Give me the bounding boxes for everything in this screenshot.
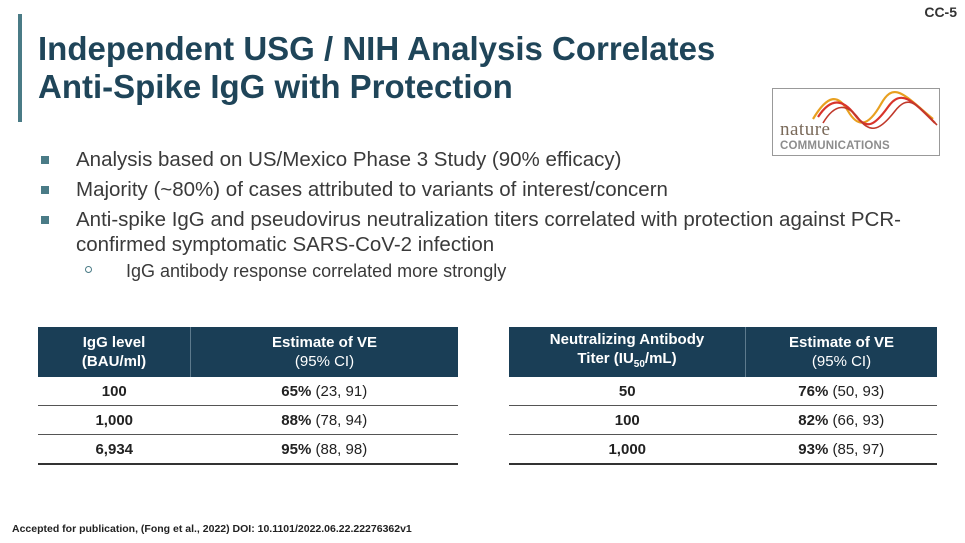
square-bullet-icon (41, 156, 49, 164)
table-row: 100 65% (23, 91) (38, 377, 458, 406)
square-bullet-icon (41, 186, 49, 194)
bullet-item: Anti-spike IgG and pseudovirus neutraliz… (40, 207, 920, 257)
table-header-ve: Estimate of VE (95% CI) (190, 327, 458, 377)
bullet-list: Analysis based on US/Mexico Phase 3 Stud… (40, 147, 920, 282)
citation-footnote: Accepted for publication, (Fong et al., … (12, 523, 412, 535)
logo-word-nature: nature (780, 119, 831, 140)
table-row: 6,934 95% (88, 98) (38, 434, 458, 465)
sub-bullet-item: IgG antibody response correlated more st… (40, 260, 920, 282)
table-header-ve: Estimate of VE (95% CI) (745, 327, 937, 377)
table-header-nab-titer: Neutralizing Antibody Titer (IU50/mL) (509, 327, 746, 377)
table-row: 100 82% (66, 93) (509, 405, 937, 435)
logo-word-communications: COMMUNICATIONS (780, 140, 890, 152)
slide-number: CC-5 (924, 4, 957, 20)
square-bullet-icon (41, 216, 49, 224)
table-row: 1,000 88% (78, 94) (38, 405, 458, 435)
nature-communications-logo: nature COMMUNICATIONS (772, 88, 940, 156)
nab-ve-table: Neutralizing Antibody Titer (IU50/mL) Es… (509, 327, 937, 465)
title-line-1: Independent USG / NIH Analysis Correlate… (38, 30, 716, 67)
circle-bullet-icon (85, 266, 92, 273)
slide-title: Independent USG / NIH Analysis Correlate… (38, 30, 838, 106)
igg-ve-table: IgG level (BAU/ml) Estimate of VE (95% C… (38, 327, 458, 465)
table-row: 1,000 93% (85, 97) (509, 434, 937, 465)
title-line-2: Anti-Spike IgG with Protection (38, 68, 513, 105)
title-accent-bar (18, 14, 22, 122)
bullet-item: Majority (~80%) of cases attributed to v… (40, 177, 920, 202)
logo-waves-icon (812, 91, 938, 129)
table-row: 50 76% (50, 93) (509, 377, 937, 406)
bullet-item: Analysis based on US/Mexico Phase 3 Stud… (40, 147, 920, 172)
table-header-igg-level: IgG level (BAU/ml) (38, 327, 191, 377)
